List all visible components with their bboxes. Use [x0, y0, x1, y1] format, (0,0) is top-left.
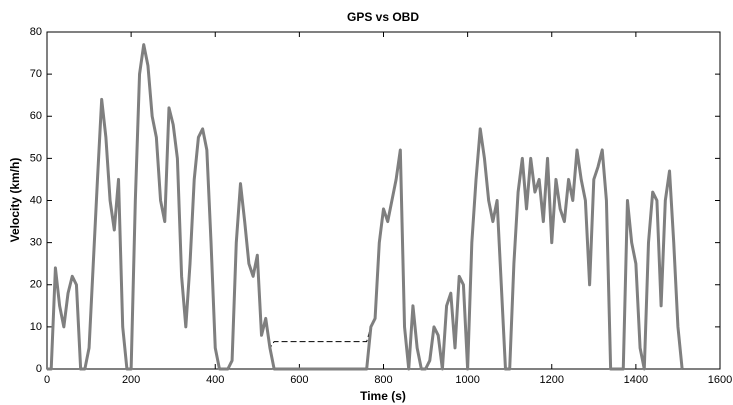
x-tick-label: 0 [44, 374, 50, 386]
y-tick-label: 0 [36, 363, 42, 375]
x-axis-label: Time (s) [360, 389, 406, 403]
y-axis-label: Velocity (km/h) [8, 158, 22, 243]
y-tick-label: 10 [30, 321, 42, 333]
chart-title: GPS vs OBD [347, 10, 419, 24]
y-tick-label: 60 [30, 110, 42, 122]
x-tick-label: 1600 [708, 374, 732, 386]
x-tick-label: 1000 [455, 374, 479, 386]
y-tick-label: 80 [30, 26, 42, 38]
x-tick-label: 800 [374, 374, 392, 386]
x-tick-label: 400 [206, 374, 224, 386]
y-tick-label: 70 [30, 68, 42, 80]
y-tick-label: 50 [30, 152, 42, 164]
series-line [47, 43, 684, 371]
x-tick-label: 600 [290, 374, 308, 386]
y-tick-label: 40 [30, 194, 42, 206]
x-tick-label: 1400 [624, 374, 648, 386]
x-tick-label: 200 [122, 374, 140, 386]
y-tick-label: 30 [30, 237, 42, 249]
y-tick-label: 20 [30, 279, 42, 291]
x-tick-label: 1200 [540, 374, 564, 386]
